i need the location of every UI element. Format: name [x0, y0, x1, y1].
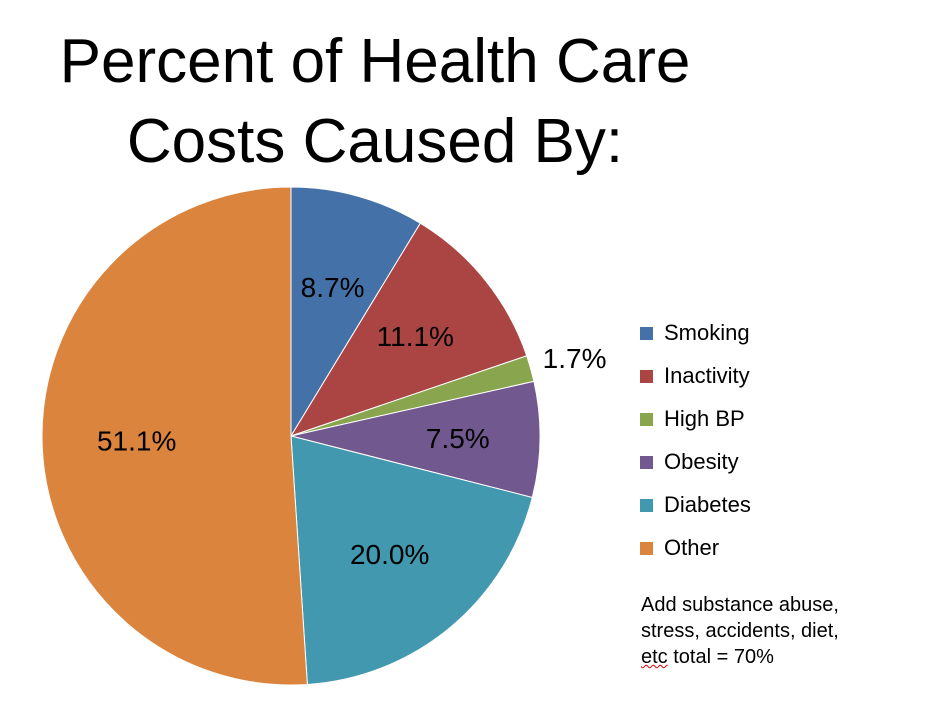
legend-swatch-inactivity — [640, 370, 653, 383]
data-label-smoking: 8.7% — [301, 272, 365, 303]
legend-label-smoking: Smoking — [664, 320, 750, 345]
legend-swatch-high-bp — [640, 413, 653, 426]
legend-label-high-bp: High BP — [664, 406, 745, 431]
note-line-2: stress, accidents, diet, — [641, 620, 839, 642]
data-label-inactivity: 11.1% — [377, 321, 454, 352]
legend-swatch-diabetes — [640, 499, 653, 512]
legend-label-inactivity: Inactivity — [664, 363, 750, 388]
data-label-high-bp: 1.7% — [543, 343, 607, 374]
note-total: total = 70% — [667, 646, 774, 668]
legend-swatch-other — [640, 542, 653, 555]
note-line-1: Add substance abuse, — [641, 594, 839, 616]
legend-label-obesity: Obesity — [664, 449, 739, 474]
note-line-3: etc total = 70% — [641, 644, 839, 670]
legend-swatch-smoking — [640, 327, 653, 340]
data-label-diabetes: 20.0% — [350, 539, 429, 570]
chart-title-line-1: Percent of Health Care — [59, 27, 691, 96]
legend-label-diabetes: Diabetes — [664, 492, 751, 517]
legend-label-other: Other — [664, 535, 720, 560]
annotation-note: Add substance abuse, stress, accidents, … — [641, 592, 839, 670]
legend-swatch-obesity — [640, 456, 653, 469]
pie-slice-diabetes — [290, 435, 533, 685]
pie-slice-inactivity — [289, 222, 528, 437]
note-etc-spellcheck: etc — [641, 646, 668, 668]
pie-slice-other — [41, 186, 308, 686]
pie-slice-obesity — [290, 380, 541, 499]
data-label-other: 51.1% — [97, 426, 176, 457]
chart-title-line-2: Costs Caused By: — [126, 107, 624, 176]
data-label-obesity: 7.5% — [426, 423, 490, 454]
chart-title: Percent of Health Care Costs Caused By: — [0, 22, 750, 182]
pie-slice-smoking — [290, 186, 422, 438]
